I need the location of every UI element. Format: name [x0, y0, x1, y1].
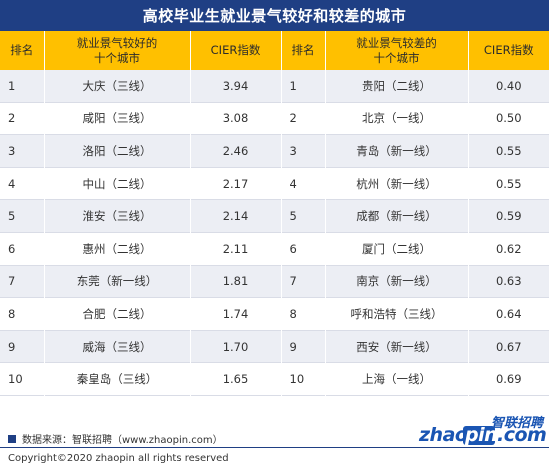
- data-source-text: 数据来源：智联招聘（www.zhaopin.com）: [22, 435, 223, 446]
- bad-city: 南京（新一线）: [324, 265, 468, 298]
- bad-city: 西安（新一线）: [324, 330, 468, 363]
- header-cier-bad: CIER指数: [467, 31, 549, 70]
- good-cier: 1.65: [189, 362, 281, 396]
- header-best-cities-line1: 就业景气较好的: [76, 35, 158, 50]
- header-worst-cities-line1: 就业景气较差的: [356, 35, 437, 50]
- table-row: 6 惠州（二线） 2.11 6 厦门（二线） 0.62: [0, 232, 549, 266]
- header-worst-cities: 就业景气较差的 十个城市: [324, 31, 468, 70]
- good-cier: 3.94: [189, 70, 281, 103]
- header-cier-good: CIER指数: [189, 31, 281, 70]
- rank-good: 4: [0, 167, 44, 200]
- bad-cier: 0.67: [467, 330, 549, 363]
- bad-city: 贵阳（二线）: [324, 70, 468, 103]
- good-city: 惠州（二线）: [43, 232, 190, 266]
- bad-cier: 0.55: [467, 134, 549, 168]
- table-row: 2 咸阳（三线） 3.08 2 北京（一线） 0.50: [0, 102, 549, 135]
- header-best-cities-line2: 十个城市: [94, 50, 140, 65]
- bad-cier: 0.63: [467, 265, 549, 298]
- rank-good: 3: [0, 134, 44, 168]
- logo-pin-box: [463, 426, 495, 445]
- table-row: 4 中山（二线） 2.17 4 杭州（新一线） 0.55: [0, 167, 549, 200]
- rank-bad: 4: [280, 167, 325, 200]
- table-row: 8 合肥（二线） 1.74 8 呼和浩特（三线） 0.64: [0, 297, 549, 331]
- header-row: 排名 就业景气较好的 十个城市 CIER指数 排名 就业景气较差的 十个城市 C…: [0, 31, 549, 70]
- good-cier: 2.17: [189, 167, 281, 200]
- logo-cn-text: 智联招聘: [490, 416, 543, 431]
- table-row: 3 洛阳（二线） 2.46 3 青岛（新一线） 0.55: [0, 134, 549, 168]
- header-rank-good: 排名: [0, 31, 44, 70]
- good-cier: 2.46: [189, 134, 281, 168]
- rank-bad: 6: [280, 232, 325, 266]
- good-city: 洛阳（二线）: [43, 134, 190, 168]
- bad-city: 厦门（二线）: [324, 232, 468, 266]
- rank-good: 7: [0, 265, 44, 298]
- bad-cier: 0.62: [467, 232, 549, 266]
- good-city: 合肥（二线）: [43, 297, 190, 331]
- rank-good: 10: [0, 362, 44, 396]
- bad-cier: 0.69: [467, 362, 549, 396]
- good-city: 威海（三线）: [43, 330, 190, 363]
- bad-city: 成都（新一线）: [324, 199, 468, 233]
- bullet-square-icon: [8, 434, 16, 443]
- bad-city: 北京（一线）: [324, 102, 468, 135]
- table-title: 高校毕业生就业景气较好和较差的城市: [0, 0, 549, 31]
- rank-bad: 1: [280, 70, 325, 103]
- good-cier: 1.81: [189, 265, 281, 298]
- rank-bad: 9: [280, 330, 325, 363]
- bad-cier: 0.50: [467, 102, 549, 135]
- cier-table: 排名 就业景气较好的 十个城市 CIER指数 排名 就业景气较差的 十个城市 C…: [0, 31, 549, 396]
- header-worst-cities-line2: 十个城市: [373, 50, 420, 65]
- rank-good: 1: [0, 70, 44, 103]
- good-city: 秦皇岛（三线）: [43, 362, 190, 396]
- rank-bad: 8: [280, 297, 325, 331]
- rank-good: 8: [0, 297, 44, 331]
- good-city: 淮安（三线）: [43, 199, 190, 233]
- good-cier: 3.08: [189, 102, 281, 135]
- zhaopin-logo: 智联招聘 zhao pin .com: [419, 412, 547, 446]
- rank-good: 5: [0, 199, 44, 233]
- rank-bad: 7: [280, 265, 325, 298]
- good-cier: 2.11: [189, 232, 281, 266]
- rank-bad: 5: [280, 199, 325, 233]
- bad-cier: 0.55: [467, 167, 549, 200]
- rank-good: 6: [0, 232, 44, 266]
- bad-cier: 0.64: [467, 297, 549, 331]
- good-city: 咸阳（三线）: [43, 102, 190, 135]
- bad-city: 杭州（新一线）: [324, 167, 468, 200]
- table-row: 10 秦皇岛（三线） 1.65 10 上海（一线） 0.69: [0, 362, 549, 396]
- rank-good: 9: [0, 330, 44, 363]
- bad-city: 上海（一线）: [324, 362, 468, 396]
- header-best-cities: 就业景气较好的 十个城市: [43, 31, 190, 70]
- good-city: 东莞（新一线）: [43, 265, 190, 298]
- good-cier: 2.14: [189, 199, 281, 233]
- table-row: 9 威海（三线） 1.70 9 西安（新一线） 0.67: [0, 330, 549, 363]
- good-cier: 1.74: [189, 297, 281, 331]
- good-city: 大庆（三线）: [43, 70, 190, 103]
- rank-bad: 3: [280, 134, 325, 168]
- table-row: 7 东莞（新一线） 1.81 7 南京（新一线） 0.63: [0, 265, 549, 298]
- logo-pin-text: pin: [465, 424, 498, 446]
- rank-good: 2: [0, 102, 44, 135]
- bad-cier: 0.59: [467, 199, 549, 233]
- header-rank-bad: 排名: [280, 31, 325, 70]
- logo-en-suffix: .com: [497, 424, 547, 446]
- good-cier: 1.70: [189, 330, 281, 363]
- data-source: 数据来源：智联招聘（www.zhaopin.com）: [8, 431, 223, 446]
- footer-divider: [0, 447, 549, 448]
- good-city: 中山（二线）: [43, 167, 190, 200]
- table-row: 1 大庆（三线） 3.94 1 贵阳（二线） 0.40: [0, 70, 549, 103]
- bad-city: 青岛（新一线）: [324, 134, 468, 168]
- rank-bad: 2: [280, 102, 325, 135]
- logo-en-prefix: zhao: [419, 424, 468, 446]
- bad-cier: 0.40: [467, 70, 549, 103]
- copyright-text: Copyright©2020 zhaopin all rights reserv…: [8, 453, 229, 464]
- bad-city: 呼和浩特（三线）: [324, 297, 468, 331]
- table-row: 5 淮安（三线） 2.14 5 成都（新一线） 0.59: [0, 199, 549, 233]
- rank-bad: 10: [280, 362, 325, 396]
